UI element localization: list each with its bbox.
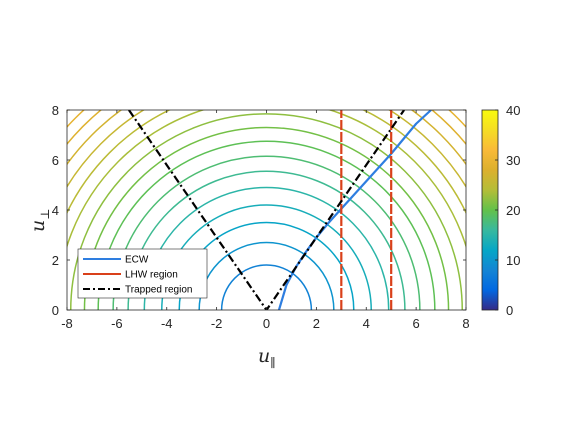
x-tick-label: -6: [111, 316, 123, 331]
x-tick-label: 4: [363, 316, 370, 331]
y-axis-label-group: u⊥: [27, 208, 52, 232]
contour-line: [127, 170, 406, 310]
y-tick-label: 4: [52, 203, 59, 218]
x-tick-label: -8: [61, 316, 73, 331]
trapped-region-line: [128, 110, 405, 310]
contour-line: [67, 110, 466, 249]
colorbar-tick-label: 30: [506, 153, 520, 168]
legend-label-lhw: LHW region: [125, 270, 178, 281]
contour-line: [83, 127, 450, 310]
contour-line: [97, 140, 436, 310]
x-tick-label: 8: [462, 316, 469, 331]
y-tick-label: 8: [52, 103, 59, 118]
y-tick-label: 6: [52, 153, 59, 168]
ecw-line: [277, 110, 432, 310]
colorbar-tick-label: 20: [506, 203, 520, 218]
legend: ECW LHW region Trapped region: [77, 248, 208, 299]
legend-label-ecw: ECW: [125, 255, 149, 266]
overlay-lines: [128, 110, 432, 310]
y-tick-label: 0: [52, 303, 59, 318]
y-tick-label: 2: [52, 253, 59, 268]
contour-line: [220, 264, 313, 310]
contour-line: [67, 110, 466, 215]
x-tick-label: 6: [413, 316, 420, 331]
x-tick-label: -4: [161, 316, 173, 331]
x-tick-label: 0: [263, 316, 270, 331]
colorbar-tick-label: 0: [506, 303, 513, 318]
x-tick-label: -2: [211, 316, 223, 331]
legend-label-trapped: Trapped region: [125, 285, 192, 296]
colorbar-tick-label: 10: [506, 253, 520, 268]
x-axis-ticks: -8 -6 -4 -2 0 2 4 6 8: [61, 110, 470, 331]
y-axis-ticks: 0 2 4 6 8: [52, 103, 466, 318]
colorbar-ticks: 0 10 20 30 40: [495, 103, 520, 318]
contour-line: [69, 113, 464, 310]
x-axis-label: u∥: [258, 345, 276, 370]
y-axis-label: u⊥: [27, 208, 52, 232]
x-tick-label: 2: [313, 316, 320, 331]
colorbar: 0 10 20 30 40: [481, 103, 520, 318]
contour-line: [112, 155, 421, 310]
colorbar-tick-label: 40: [506, 103, 520, 118]
